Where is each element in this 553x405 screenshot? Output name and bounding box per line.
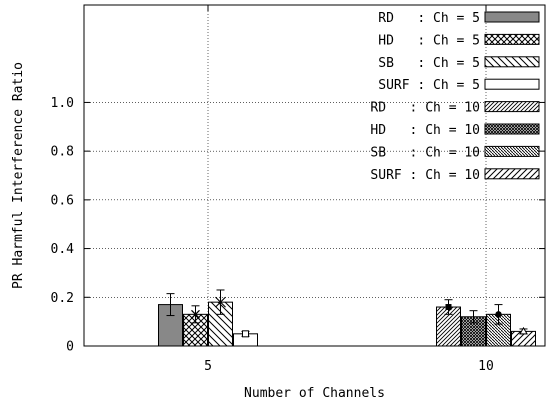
legend-swatch [484,78,540,90]
legend-swatch [484,145,540,157]
y-tick-label: 0.8 [51,145,74,160]
y-axis-ticks: 0 0.2 0.4 0.6 0.8 1.0 [51,96,545,355]
legend-label: SURF : Ch = 5 [378,78,480,93]
legend-label: RD : Ch = 5 [378,11,480,26]
y-tick-label: 1.0 [51,96,74,111]
x-tick-label: 10 [478,359,494,374]
x-axis-title: Number of Channels [244,386,385,401]
legend-swatch [484,56,540,68]
y-tick-label: 0.4 [51,242,75,257]
data-marker [215,296,226,309]
x-axis-ticks: 5 10 [204,5,494,374]
y-tick-label: 0.6 [51,193,74,208]
legend-swatch [484,33,540,45]
plot-frame [83,4,546,347]
x-tick-label: 5 [204,359,212,374]
bars-group [158,301,536,347]
grid-lines [84,5,545,346]
legend-label: SB : Ch = 5 [378,56,480,71]
legend-label: SB : Ch = 10 [370,145,480,160]
legend: RD : Ch = 5 HD : Ch = 5 SB : Ch = 5 SURF : … [370,11,540,183]
legend-swatch [484,168,540,180]
data-marker [191,309,200,319]
markers-group [191,296,528,338]
legend-swatch [484,11,540,23]
y-axis-title: PR Harmful Interference Ratio [11,62,26,289]
legend-swatch [484,123,540,135]
data-marker [242,330,249,338]
legend-swatch [484,101,540,113]
legend-label: RD : Ch = 10 [370,101,480,116]
legend-label: SURF : Ch = 10 [370,168,480,183]
legend-label: HD : Ch = 5 [378,33,480,48]
data-marker [445,304,452,311]
y-tick-label: 0.2 [51,291,74,306]
data-marker [519,326,528,335]
y-tick-label: 0 [66,340,74,355]
data-marker [495,311,502,318]
legend-label: HD : Ch = 10 [370,123,480,138]
